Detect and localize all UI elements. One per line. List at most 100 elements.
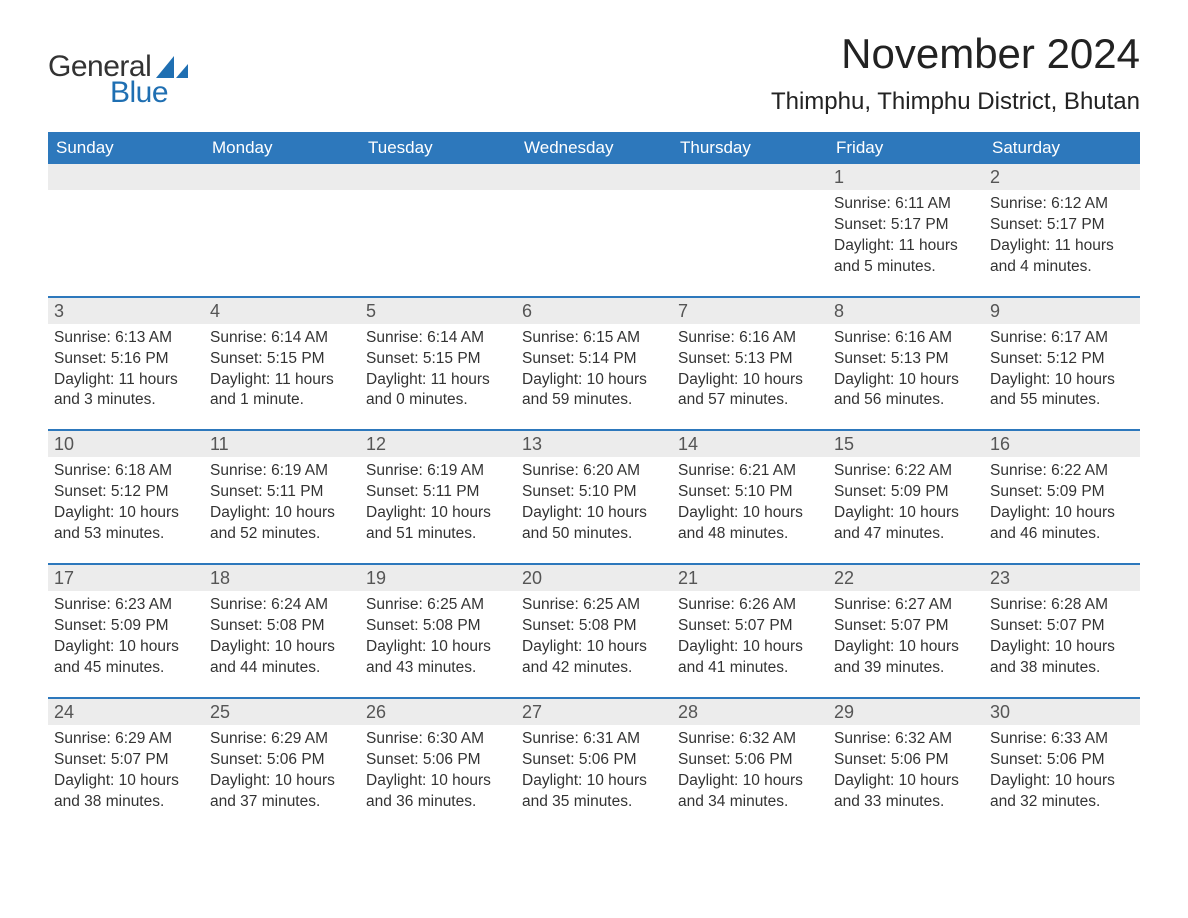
sunrise-text: Sunrise: 6:21 AM [678,461,822,482]
day-number: 8 [828,298,984,324]
sunrise-text: Sunrise: 6:19 AM [366,461,510,482]
sunrise-text: Sunrise: 6:14 AM [210,328,354,349]
sunrise-text: Sunrise: 6:22 AM [834,461,978,482]
day-details: Sunrise: 6:22 AMSunset: 5:09 PMDaylight:… [984,457,1140,549]
sunrise-text: Sunrise: 6:12 AM [990,194,1134,215]
day-details: Sunrise: 6:21 AMSunset: 5:10 PMDaylight:… [672,457,828,549]
day-details: Sunrise: 6:29 AMSunset: 5:07 PMDaylight:… [48,725,204,817]
daylight-text: Daylight: 10 hours and 47 minutes. [834,503,978,545]
day-details: Sunrise: 6:32 AMSunset: 5:06 PMDaylight:… [828,725,984,817]
sunset-text: Sunset: 5:10 PM [522,482,666,503]
daylight-text: Daylight: 10 hours and 59 minutes. [522,370,666,412]
day-details: Sunrise: 6:25 AMSunset: 5:08 PMDaylight:… [516,591,672,683]
week-row: 10Sunrise: 6:18 AMSunset: 5:12 PMDayligh… [48,429,1140,549]
header: General Blue November 2024 Thimphu, Thim… [48,30,1140,126]
sunrise-text: Sunrise: 6:16 AM [834,328,978,349]
calendar-cell [204,164,360,282]
sunset-text: Sunset: 5:06 PM [678,750,822,771]
sunset-text: Sunset: 5:06 PM [210,750,354,771]
day-number [204,164,360,190]
day-details: Sunrise: 6:19 AMSunset: 5:11 PMDaylight:… [360,457,516,549]
day-details: Sunrise: 6:30 AMSunset: 5:06 PMDaylight:… [360,725,516,817]
sunrise-text: Sunrise: 6:20 AM [522,461,666,482]
week-row: 17Sunrise: 6:23 AMSunset: 5:09 PMDayligh… [48,563,1140,683]
day-details: Sunrise: 6:22 AMSunset: 5:09 PMDaylight:… [828,457,984,549]
daylight-text: Daylight: 10 hours and 34 minutes. [678,771,822,813]
sunrise-text: Sunrise: 6:28 AM [990,595,1134,616]
sunrise-text: Sunrise: 6:17 AM [990,328,1134,349]
day-number: 22 [828,565,984,591]
sunset-text: Sunset: 5:09 PM [834,482,978,503]
sunset-text: Sunset: 5:06 PM [366,750,510,771]
calendar-cell: 18Sunrise: 6:24 AMSunset: 5:08 PMDayligh… [204,565,360,683]
sunrise-text: Sunrise: 6:25 AM [522,595,666,616]
day-number: 2 [984,164,1140,190]
sunrise-text: Sunrise: 6:22 AM [990,461,1134,482]
sunset-text: Sunset: 5:07 PM [54,750,198,771]
sunrise-text: Sunrise: 6:19 AM [210,461,354,482]
sunrise-text: Sunrise: 6:26 AM [678,595,822,616]
day-details: Sunrise: 6:24 AMSunset: 5:08 PMDaylight:… [204,591,360,683]
location: Thimphu, Thimphu District, Bhutan [771,88,1140,116]
day-details: Sunrise: 6:27 AMSunset: 5:07 PMDaylight:… [828,591,984,683]
sunrise-text: Sunrise: 6:29 AM [210,729,354,750]
day-number: 24 [48,699,204,725]
day-number: 18 [204,565,360,591]
daylight-text: Daylight: 10 hours and 42 minutes. [522,637,666,679]
day-details: Sunrise: 6:18 AMSunset: 5:12 PMDaylight:… [48,457,204,549]
calendar-cell: 15Sunrise: 6:22 AMSunset: 5:09 PMDayligh… [828,431,984,549]
day-details: Sunrise: 6:32 AMSunset: 5:06 PMDaylight:… [672,725,828,817]
day-number: 9 [984,298,1140,324]
calendar-cell: 24Sunrise: 6:29 AMSunset: 5:07 PMDayligh… [48,699,204,817]
daylight-text: Daylight: 10 hours and 39 minutes. [834,637,978,679]
sunset-text: Sunset: 5:14 PM [522,349,666,370]
sunset-text: Sunset: 5:09 PM [54,616,198,637]
day-header: Sunday [48,132,204,164]
sunset-text: Sunset: 5:16 PM [54,349,198,370]
day-details: Sunrise: 6:17 AMSunset: 5:12 PMDaylight:… [984,324,1140,416]
day-details: Sunrise: 6:20 AMSunset: 5:10 PMDaylight:… [516,457,672,549]
calendar-cell: 2Sunrise: 6:12 AMSunset: 5:17 PMDaylight… [984,164,1140,282]
calendar-cell: 25Sunrise: 6:29 AMSunset: 5:06 PMDayligh… [204,699,360,817]
day-details: Sunrise: 6:15 AMSunset: 5:14 PMDaylight:… [516,324,672,416]
daylight-text: Daylight: 10 hours and 45 minutes. [54,637,198,679]
day-number: 25 [204,699,360,725]
sunset-text: Sunset: 5:07 PM [990,616,1134,637]
calendar-cell: 27Sunrise: 6:31 AMSunset: 5:06 PMDayligh… [516,699,672,817]
day-details: Sunrise: 6:16 AMSunset: 5:13 PMDaylight:… [672,324,828,416]
sunset-text: Sunset: 5:13 PM [678,349,822,370]
sunset-text: Sunset: 5:11 PM [366,482,510,503]
day-number: 11 [204,431,360,457]
calendar-cell: 26Sunrise: 6:30 AMSunset: 5:06 PMDayligh… [360,699,516,817]
day-header-row: SundayMondayTuesdayWednesdayThursdayFrid… [48,132,1140,164]
sunset-text: Sunset: 5:07 PM [678,616,822,637]
sunset-text: Sunset: 5:06 PM [990,750,1134,771]
day-details: Sunrise: 6:33 AMSunset: 5:06 PMDaylight:… [984,725,1140,817]
week-row: 3Sunrise: 6:13 AMSunset: 5:16 PMDaylight… [48,296,1140,416]
day-number: 28 [672,699,828,725]
calendar-cell [516,164,672,282]
calendar-cell: 10Sunrise: 6:18 AMSunset: 5:12 PMDayligh… [48,431,204,549]
day-number: 7 [672,298,828,324]
day-details: Sunrise: 6:31 AMSunset: 5:06 PMDaylight:… [516,725,672,817]
calendar-cell: 8Sunrise: 6:16 AMSunset: 5:13 PMDaylight… [828,298,984,416]
day-details: Sunrise: 6:14 AMSunset: 5:15 PMDaylight:… [204,324,360,416]
sunset-text: Sunset: 5:07 PM [834,616,978,637]
sunset-text: Sunset: 5:09 PM [990,482,1134,503]
sunset-text: Sunset: 5:17 PM [990,215,1134,236]
week-row: 24Sunrise: 6:29 AMSunset: 5:07 PMDayligh… [48,697,1140,817]
day-number [48,164,204,190]
calendar-cell: 16Sunrise: 6:22 AMSunset: 5:09 PMDayligh… [984,431,1140,549]
sunset-text: Sunset: 5:06 PM [522,750,666,771]
sunset-text: Sunset: 5:12 PM [54,482,198,503]
daylight-text: Daylight: 10 hours and 57 minutes. [678,370,822,412]
calendar-cell: 14Sunrise: 6:21 AMSunset: 5:10 PMDayligh… [672,431,828,549]
daylight-text: Daylight: 10 hours and 50 minutes. [522,503,666,545]
day-header: Thursday [672,132,828,164]
day-number: 19 [360,565,516,591]
calendar-cell: 6Sunrise: 6:15 AMSunset: 5:14 PMDaylight… [516,298,672,416]
day-number: 30 [984,699,1140,725]
daylight-text: Daylight: 11 hours and 0 minutes. [366,370,510,412]
daylight-text: Daylight: 10 hours and 56 minutes. [834,370,978,412]
calendar-cell [48,164,204,282]
